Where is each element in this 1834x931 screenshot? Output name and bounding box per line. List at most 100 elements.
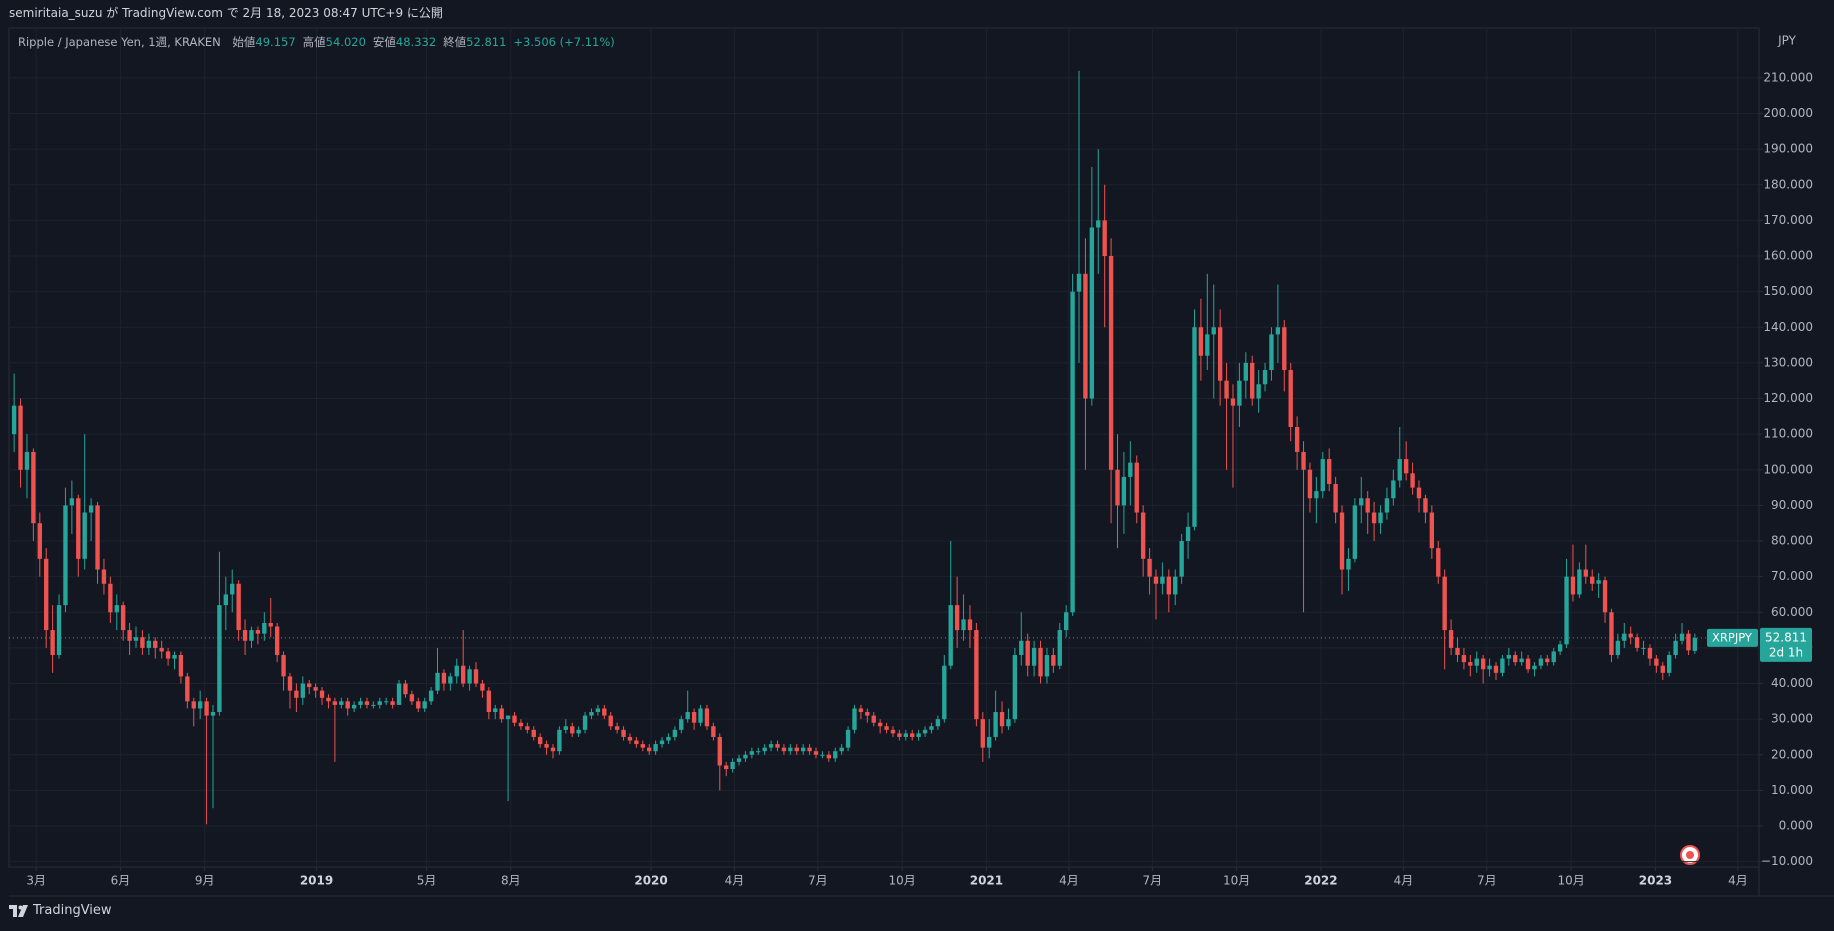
- candle-body: [505, 715, 511, 720]
- candle-body: [865, 712, 870, 716]
- candle-body: [877, 722, 883, 727]
- candle-body: [512, 715, 517, 723]
- candle-body: [1634, 637, 1640, 648]
- candle-body: [1500, 658, 1505, 673]
- candle-body: [82, 512, 87, 559]
- candle-body: [1609, 612, 1614, 656]
- price-badge: [1760, 627, 1812, 662]
- x-tick-label: 3月: [26, 874, 46, 888]
- legend-label: 安値: [372, 35, 396, 49]
- candle-body: [1192, 327, 1197, 527]
- candle-body: [743, 754, 748, 759]
- candle-body: [1602, 580, 1608, 613]
- candle-body: [1057, 630, 1062, 666]
- candle-body: [1641, 647, 1646, 649]
- y-tick-label: 120.000: [1763, 391, 1813, 405]
- candle-body: [1224, 380, 1229, 399]
- candle-body: [133, 637, 139, 641]
- candle-body: [1577, 569, 1582, 595]
- candle-body: [332, 701, 338, 705]
- candle-body: [653, 744, 658, 752]
- candle-body: [1230, 398, 1236, 406]
- candle-body: [890, 729, 896, 734]
- y-tick-label: 90.000: [1771, 498, 1813, 512]
- candle-body: [858, 708, 864, 713]
- candle-body: [1339, 512, 1345, 570]
- x-tick-label: 4月: [1728, 874, 1748, 888]
- candle-body: [1423, 498, 1428, 513]
- legend-value: 54.020: [325, 35, 366, 49]
- y-tick-label: 130.000: [1763, 355, 1813, 369]
- candle-body: [672, 729, 678, 737]
- candle-body: [1314, 491, 1319, 499]
- x-tick-label: 2019: [300, 874, 333, 888]
- x-tick-label: 9月: [195, 874, 215, 888]
- candle-body: [954, 605, 960, 631]
- price-badge-countdown: 2d 1h: [1769, 645, 1803, 659]
- candle-body: [1461, 655, 1467, 663]
- candle-body: [640, 744, 645, 748]
- y-tick-label: 170.000: [1763, 213, 1813, 227]
- candle-body: [1660, 665, 1665, 673]
- candle-body: [1096, 220, 1101, 228]
- candle-body: [364, 701, 370, 705]
- x-tick-label: 6月: [111, 874, 131, 888]
- candle-body: [1654, 658, 1659, 666]
- candle-body: [762, 747, 767, 752]
- legend-label: 終値: [443, 35, 467, 49]
- y-tick-label: 30.000: [1771, 712, 1813, 726]
- y-tick-label: 80.000: [1771, 534, 1813, 548]
- candle-body: [1128, 462, 1133, 477]
- brand-logo: [9, 904, 28, 917]
- grid: [9, 28, 1759, 867]
- candle-body: [788, 747, 793, 752]
- candle-body: [544, 744, 549, 748]
- candle-body: [987, 736, 992, 748]
- candle-body: [50, 630, 55, 656]
- candle-body: [1551, 651, 1556, 663]
- candle-body: [1416, 487, 1422, 499]
- candle-body: [602, 708, 607, 716]
- candle-body: [1160, 576, 1165, 584]
- candle-body: [88, 505, 94, 513]
- candle-body: [230, 583, 235, 595]
- candle-body: [884, 726, 889, 730]
- candle-body: [1532, 665, 1537, 670]
- candle-body: [294, 690, 299, 698]
- candle-body: [486, 690, 492, 713]
- candle-body: [1217, 327, 1223, 381]
- candle-body: [1436, 548, 1441, 577]
- candle-body: [666, 736, 671, 741]
- candle-body: [749, 751, 755, 755]
- x-tick-label: 4月: [1394, 874, 1414, 888]
- candle-body: [1429, 512, 1435, 549]
- candle-body: [704, 708, 710, 727]
- candle-body: [18, 405, 23, 470]
- candle-body: [473, 669, 479, 684]
- candle-body: [1173, 576, 1178, 595]
- x-tick-label: 10月: [1557, 874, 1584, 888]
- candle-body: [339, 701, 344, 705]
- candle-body: [691, 712, 697, 723]
- candle-body: [679, 719, 684, 730]
- candle-body: [1590, 576, 1595, 584]
- candle-body: [775, 744, 780, 748]
- candle-body: [1012, 655, 1018, 720]
- candle-body: [1288, 370, 1293, 428]
- candle-body: [929, 726, 934, 730]
- candle-body: [627, 736, 633, 741]
- candle-body: [1179, 541, 1184, 577]
- candle-body: [1513, 655, 1518, 663]
- candle-body: [95, 505, 100, 570]
- candle-body: [1384, 498, 1390, 513]
- candle-body: [217, 605, 222, 713]
- legend-label: 始値: [232, 35, 256, 49]
- candle-body: [922, 729, 928, 734]
- y-tick-label: 180.000: [1763, 177, 1813, 191]
- candle-body: [974, 630, 979, 720]
- candle-body: [935, 719, 941, 727]
- candle-body: [1378, 512, 1383, 524]
- candle-body: [1679, 633, 1685, 641]
- symbol-badge: [1707, 628, 1758, 647]
- candle-body: [1474, 658, 1479, 666]
